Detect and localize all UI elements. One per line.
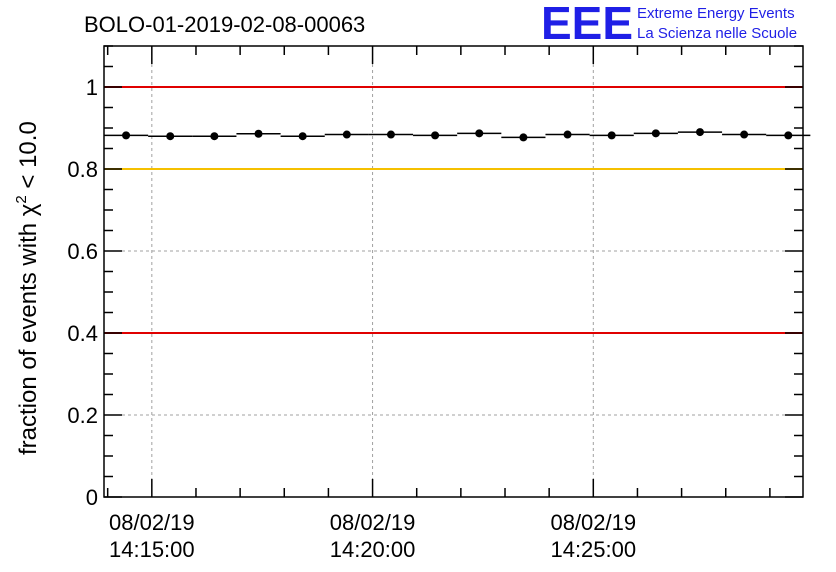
y-tick-label: 0.4 — [67, 321, 98, 346]
data-point — [740, 130, 749, 139]
data-point — [166, 132, 175, 141]
data-point — [695, 128, 704, 137]
x-tick-label-time: 14:20:00 — [330, 537, 416, 562]
y-axis-label: fraction of events with χ2 < 10.0 — [13, 121, 42, 455]
data-point — [431, 131, 440, 140]
x-tick-label-date: 08/02/19 — [109, 510, 195, 535]
data-point — [784, 131, 793, 140]
data-point — [342, 130, 351, 139]
eee-logo: EEE Extreme Energy Events La Scienza nel… — [541, 0, 797, 49]
data-point — [210, 132, 219, 141]
data-point — [563, 130, 572, 139]
x-tick-label-time: 14:25:00 — [550, 537, 636, 562]
grid — [104, 46, 803, 497]
plot-frame — [103, 45, 804, 498]
reference-lines — [104, 86, 803, 334]
y-tick-label: 0.8 — [67, 157, 98, 182]
data-point — [122, 131, 131, 140]
y-tick-label: 0.2 — [67, 403, 98, 428]
data-point — [386, 130, 395, 139]
logo-line2: La Scienza nelle Scuole — [637, 25, 797, 42]
y-tick-label: 0 — [86, 485, 98, 510]
chart-title: BOLO-01-2019-02-08-00063 — [84, 12, 365, 37]
y-tick-label: 1 — [86, 75, 98, 100]
tick-labels: 00.20.40.60.8108/02/1914:15:0008/02/1914… — [67, 75, 636, 562]
eee-logo-mark: EEE — [541, 0, 633, 49]
data-point — [651, 129, 660, 138]
y-tick-label: 0.6 — [67, 239, 98, 264]
data-point — [475, 129, 484, 138]
logo-line1: Extreme Energy Events — [637, 5, 795, 22]
x-tick-label-date: 08/02/19 — [550, 510, 636, 535]
x-tick-label-date: 08/02/19 — [330, 510, 416, 535]
data-point — [254, 129, 263, 138]
data-point — [607, 131, 616, 140]
series-points — [104, 128, 811, 142]
x-tick-label-time: 14:15:00 — [109, 537, 195, 562]
axis-ticks — [104, 45, 803, 498]
data-point — [298, 132, 307, 141]
data-point — [519, 133, 528, 142]
